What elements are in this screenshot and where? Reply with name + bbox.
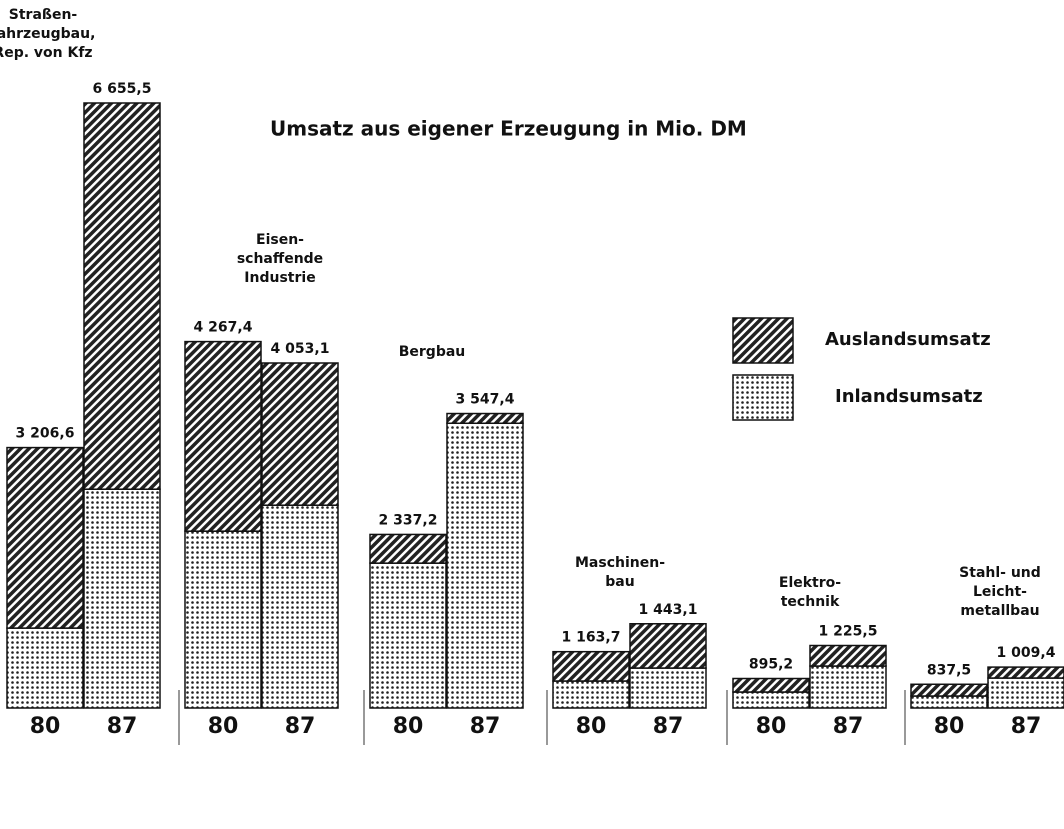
category-line: Stahl- und [959,565,1041,581]
category-line: Elektro- [779,575,841,591]
year-label: 87 [1011,714,1042,739]
year-label: 87 [285,714,316,739]
bar-segment [987,677,1064,709]
bar-segment [261,362,339,506]
category-label: Bergbau [399,344,466,360]
total-label: 895,2 [749,657,793,673]
bar-segment [83,102,161,490]
year-label: 80 [393,714,424,739]
total-label: 6 655,5 [93,81,152,97]
category-line: Maschinen- [575,555,665,571]
category-line: Industrie [244,270,315,286]
bar-segment [629,667,707,709]
legend-swatch [732,374,794,421]
category-line: metallbau [960,603,1039,619]
total-label: 3 206,6 [16,426,75,442]
total-label: 1 009,4 [997,645,1056,661]
category-label: Maschinen-bau [575,555,665,590]
year-label: 87 [470,714,501,739]
category-line: Leicht- [973,584,1027,600]
year-label: 80 [934,714,965,739]
bar-segment [369,562,447,709]
year-label: 87 [833,714,864,739]
bar-segment [910,695,988,709]
category-line: Straßen- [9,7,78,23]
year-label: 80 [576,714,607,739]
chart-title: Umsatz aus eigener Erzeugung in Mio. DM [270,117,747,141]
total-label: 2 337,2 [379,512,438,528]
year-label: 87 [653,714,684,739]
bar-segment [6,446,84,629]
bar-segment [446,412,524,425]
category-label: Elektro-technik [779,575,841,610]
category-label: Stahl- und Leicht-metallbau [959,565,1041,619]
legend-label: Inlandsumsatz [835,386,983,407]
bar-segment [987,666,1064,679]
total-label: 3 547,4 [456,392,515,408]
bar-segment [184,340,262,532]
year-label: 87 [107,714,138,739]
bar-segment [446,422,524,709]
category-line: Eisen- [256,232,304,248]
bar-segment [552,650,630,682]
legend-label: Auslandsumsatz [825,329,991,350]
bar-segment [629,623,707,669]
bar-segment [261,504,339,709]
category-line: technik [781,594,840,610]
year-label: 80 [756,714,787,739]
year-label: 80 [30,714,61,739]
legend-swatch [732,317,794,364]
bar-segment [732,677,810,693]
bar-segment [369,533,447,564]
bar-segment [732,691,810,709]
category-label: Straßen-fahrzeugbau, Rep. von Kfz [0,7,95,61]
category-line: Rep. von Kfz [0,45,93,61]
category-line: bau [605,574,634,590]
year-label: 80 [208,714,239,739]
total-label: 837,5 [927,662,971,678]
bar-segment [910,683,988,697]
bar-segment [83,488,161,709]
total-label: 4 053,1 [271,341,330,357]
category-label: Eisen-schaffende Industrie [237,232,323,286]
total-label: 1 225,5 [819,624,878,640]
bar-segment [184,530,262,709]
category-line: Bergbau [399,344,466,360]
total-label: 1 443,1 [639,602,698,618]
bar-segment [552,680,630,709]
category-line: fahrzeugbau, [0,26,95,42]
category-line: schaffende [237,251,323,267]
bar-segment [809,665,887,709]
bar-segment [6,627,84,709]
total-label: 4 267,4 [194,320,253,336]
total-label: 1 163,7 [562,630,621,646]
bar-segment [809,644,887,667]
